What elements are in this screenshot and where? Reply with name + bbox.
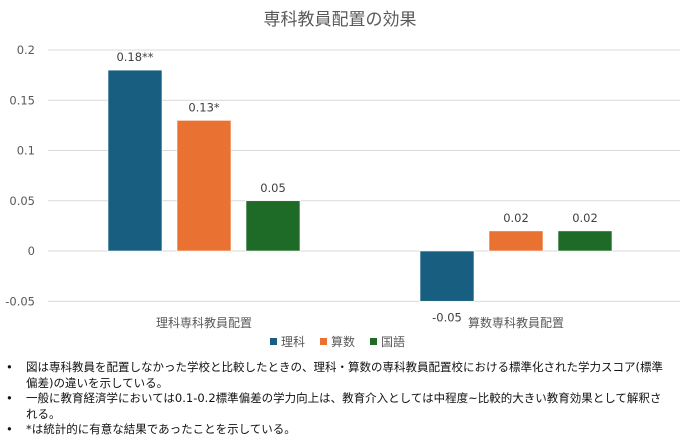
note-item: • *は統計的に有意な結果であったことを示している。 [0, 422, 680, 438]
legend-label: 算数 [331, 334, 355, 349]
legend-swatch [320, 338, 327, 345]
bullet: • [6, 422, 13, 436]
y-tick-label: 0.1 [17, 144, 35, 158]
legend-label: 理科 [281, 335, 305, 349]
note-item: • 図は専科教員を配置しなかった学校と比較したときの、理科・算数の専科教員配置校に… [0, 360, 680, 391]
note-text: 図は専科教員を配置しなかった学校と比較したときの、理科・算数の専科教員配置校にお… [26, 360, 663, 390]
legend-swatch [370, 338, 377, 345]
category-label: 算数専科教員配置 [468, 315, 564, 330]
bar-理科 [107, 69, 163, 252]
category-label: 理科専科教員配置 [156, 315, 252, 330]
note-text: *は統計的に有意な結果であったことを示している。 [26, 422, 296, 436]
notes: • 図は専科教員を配置しなかった学校と比較したときの、理科・算数の専科教員配置校に… [0, 360, 680, 438]
y-tick-label: 0.05 [9, 194, 35, 208]
bar-算数 [176, 120, 232, 252]
data-label: 0.18** [116, 50, 153, 64]
note-text: 一般に教育経済学においては0.1-0.2標準偏差の学力向上は、教育介入としては中… [26, 391, 662, 421]
bullet: • [6, 391, 13, 405]
y-tick-label: -0.05 [5, 294, 35, 308]
y-tick-label: 0.15 [9, 93, 35, 107]
bar-国語 [557, 230, 613, 252]
bar-国語 [245, 200, 301, 252]
bullet: • [6, 360, 13, 374]
data-label: 0.02 [572, 211, 598, 225]
data-label: 0.13* [188, 100, 220, 114]
bar-算数 [488, 230, 544, 252]
bar-理科 [419, 250, 475, 302]
chart-title: 専科教員配置の効果 [264, 10, 417, 30]
y-tick-label: 0.2 [17, 43, 35, 57]
y-tick-label: 0 [28, 244, 35, 258]
legend-swatch [270, 338, 277, 345]
bar-chart: 専科教員配置の効果 -0.05 0 0.05 0.1 0.15 0.2 0.18** 0.1… [5, 10, 680, 349]
data-label: 0.05 [260, 181, 286, 195]
data-label: -0.05 [432, 310, 462, 324]
legend-label: 国語 [381, 334, 405, 349]
data-label: 0.02 [503, 211, 529, 225]
note-item: • 一般に教育経済学においては0.1-0.2標準偏差の学力向上は、教育介入としては… [0, 391, 680, 422]
